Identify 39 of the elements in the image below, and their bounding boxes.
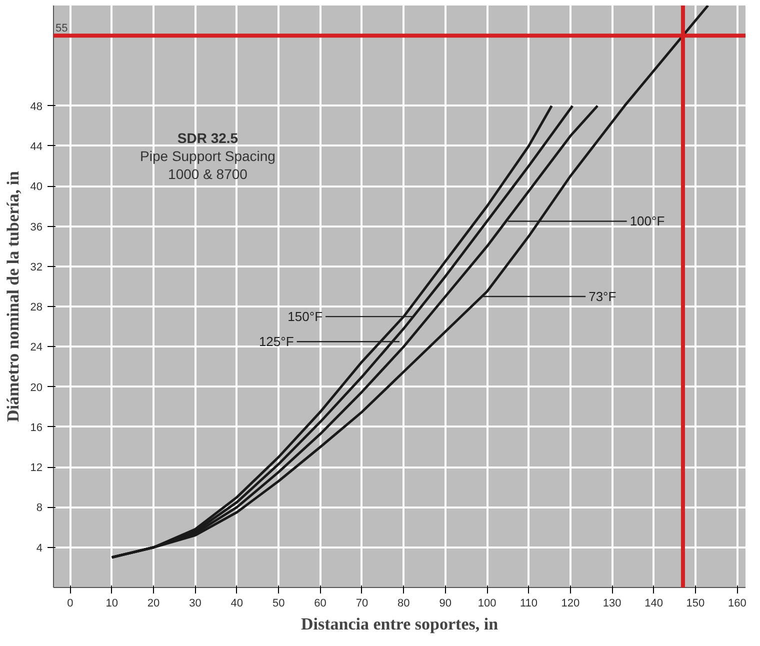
y-tick-label: 12 <box>30 462 43 474</box>
y-tick-label: 32 <box>30 261 43 274</box>
x-tick-label: 100 <box>478 598 496 610</box>
annotation: 73°F <box>588 289 616 304</box>
y-axis-title: Diámetro nominal de la tubería, in <box>3 170 22 422</box>
annotation: SDR 32.5 <box>177 130 238 146</box>
y-tick-label: 44 <box>30 140 43 153</box>
y-tick-label: 20 <box>30 382 43 394</box>
x-tick-label: 140 <box>644 598 663 610</box>
x-tick-label: 60 <box>314 598 326 610</box>
x-tick-label: 120 <box>561 598 580 610</box>
x-tick-label: 10 <box>106 598 118 610</box>
y-tick-label: 48 <box>30 100 43 113</box>
x-axis-title: Distancia entre soportes, in <box>300 614 499 634</box>
y-tick-label: 4 <box>36 542 43 554</box>
x-tick-label: 150 <box>686 598 705 610</box>
x-tick-label: 160 <box>728 598 746 610</box>
y-tick-label: 16 <box>30 422 43 434</box>
annotation: 125°F <box>258 334 294 350</box>
x-tick-label: 0 <box>67 598 74 610</box>
x-tick-label: 110 <box>520 598 538 610</box>
x-tick-label: 130 <box>602 598 622 610</box>
y-tick-label: 24 <box>30 342 43 354</box>
x-tick-label: 40 <box>230 598 244 610</box>
y-tick-label: 40 <box>30 181 43 194</box>
annotation: Pipe Support Spacing <box>140 148 276 164</box>
x-tick-label: 50 <box>272 598 285 610</box>
y-tick-label: 8 <box>36 502 43 514</box>
annotation: 100°F <box>630 214 665 229</box>
x-tick-label: 30 <box>189 598 202 610</box>
x-tick-label: 20 <box>147 598 160 610</box>
y-tick-label: 36 <box>30 221 43 234</box>
annotation: 150°F <box>288 309 323 324</box>
y-tick-label: 28 <box>30 302 43 314</box>
annotation: 1000 & 8700 <box>168 166 248 182</box>
x-tick-label: 80 <box>398 598 410 610</box>
x-tick-label: 70 <box>356 598 368 610</box>
ref-line-label: 55 <box>56 22 68 35</box>
x-tick-label: 90 <box>439 598 452 610</box>
